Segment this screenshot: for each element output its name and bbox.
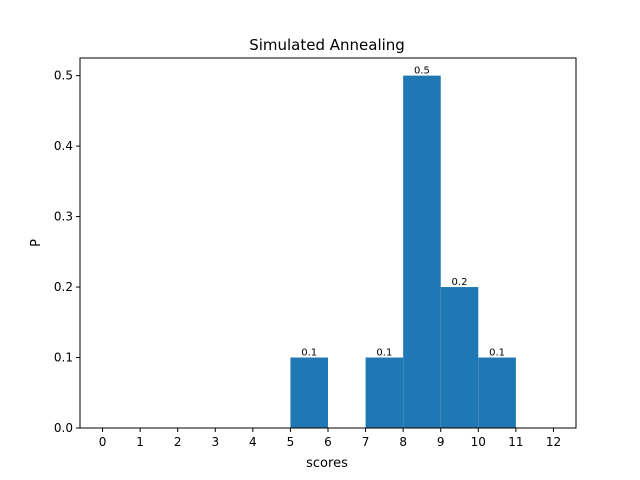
y-axis-label: P — [29, 239, 44, 247]
y-tick-label-3: 0.3 — [54, 210, 73, 224]
x-tick-label-1: 1 — [136, 435, 144, 449]
y-tick-label-5: 0.5 — [54, 69, 73, 83]
y-tick-label-0: 0.0 — [54, 421, 73, 435]
x-axis-label: scores — [306, 456, 348, 471]
y-tick-label-4: 0.4 — [54, 139, 73, 153]
bars-layer — [290, 75, 516, 428]
x-tick-label-7: 7 — [362, 435, 370, 449]
bar-3 — [440, 287, 479, 428]
x-axis: 0 1 2 3 4 5 6 7 8 9 10 11 12 — [99, 428, 561, 449]
x-tick-label-5: 5 — [287, 435, 295, 449]
x-tick-label-2: 2 — [174, 435, 182, 449]
x-tick-label-3: 3 — [211, 435, 219, 449]
y-tick-label-1: 0.1 — [54, 351, 73, 365]
bar-2 — [403, 75, 441, 428]
bar-4 — [478, 357, 516, 428]
x-tick-label-9: 9 — [437, 435, 445, 449]
y-axis: 0.0 0.1 0.2 0.3 0.4 0.5 — [54, 69, 80, 435]
bar-labels-layer: 0.1 0.1 0.5 0.2 0.1 — [301, 66, 505, 359]
y-tick-label-2: 0.2 — [54, 280, 73, 294]
bar-value-label-1: 0.1 — [376, 348, 392, 359]
x-tick-label-6: 6 — [324, 435, 332, 449]
bar-1 — [365, 357, 404, 428]
bar-value-label-2: 0.5 — [414, 66, 430, 77]
chart-title: Simulated Annealing — [249, 36, 405, 54]
x-tick-label-4: 4 — [249, 435, 257, 449]
bar-value-label-3: 0.2 — [452, 277, 468, 288]
bar-value-label-0: 0.1 — [301, 348, 317, 359]
x-tick-label-0: 0 — [99, 435, 107, 449]
x-tick-label-8: 8 — [399, 435, 407, 449]
x-tick-label-11: 11 — [508, 435, 523, 449]
x-tick-label-12: 12 — [546, 435, 561, 449]
bar-0 — [290, 357, 328, 428]
bar-value-label-4: 0.1 — [489, 348, 505, 359]
x-tick-label-10: 10 — [471, 435, 486, 449]
